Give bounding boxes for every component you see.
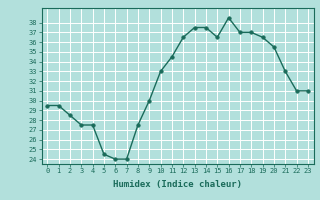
X-axis label: Humidex (Indice chaleur): Humidex (Indice chaleur) [113, 180, 242, 189]
